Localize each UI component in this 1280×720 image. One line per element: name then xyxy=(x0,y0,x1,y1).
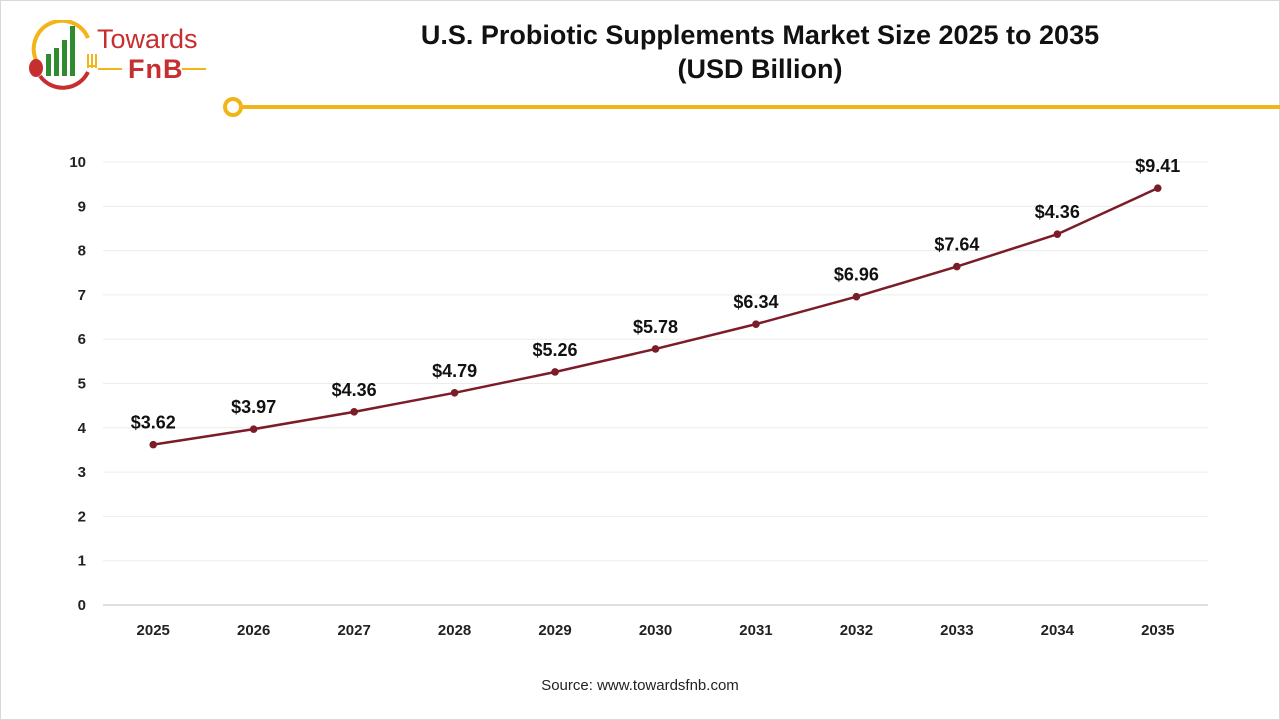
y-tick-label: 7 xyxy=(78,287,86,304)
y-tick-label: 2 xyxy=(78,508,86,525)
accent-circle xyxy=(223,97,243,117)
x-tick-label: 2033 xyxy=(940,622,973,639)
x-tick-label: 2027 xyxy=(337,622,370,639)
data-point xyxy=(752,320,760,328)
data-label: $3.97 xyxy=(231,397,276,417)
data-label: $9.41 xyxy=(1135,156,1180,176)
x-tick-label: 2026 xyxy=(237,622,270,639)
data-label: $4.36 xyxy=(332,380,377,400)
data-point xyxy=(1153,184,1162,192)
chart-subtitle: (USD Billion) xyxy=(677,54,843,84)
data-label: $4.36 xyxy=(1035,202,1080,222)
logo-text-fnb: FnB xyxy=(128,54,184,84)
y-tick-label: 9 xyxy=(78,198,86,215)
logo-divider xyxy=(182,68,206,70)
data-point xyxy=(651,345,660,353)
data-point xyxy=(249,425,258,433)
y-tick-label: 4 xyxy=(78,420,87,437)
data-point xyxy=(149,440,158,449)
data-point xyxy=(1053,230,1062,239)
x-tick-label: 2029 xyxy=(538,622,571,639)
data-label: $7.64 xyxy=(934,235,979,255)
y-tick-label: 5 xyxy=(78,376,86,393)
data-label: $4.79 xyxy=(432,361,477,381)
chart-title-text: U.S. Probiotic Supplements Market Size 2… xyxy=(420,20,1100,50)
x-tick-label: 2028 xyxy=(438,622,471,639)
x-tick-label: 2035 xyxy=(1141,622,1174,639)
data-point xyxy=(350,408,358,416)
data-point xyxy=(852,292,861,301)
x-tick-label: 2031 xyxy=(739,622,772,639)
chart-title: U.S. Probiotic Supplements Market Size 2… xyxy=(300,18,1220,86)
y-tick-label: 3 xyxy=(78,464,86,481)
x-tick-label: 2025 xyxy=(137,622,170,639)
data-label: $6.96 xyxy=(834,265,879,285)
data-label: $3.62 xyxy=(131,413,176,433)
data-label: $5.78 xyxy=(633,317,678,337)
source-note: Source: www.towardsfnb.com xyxy=(541,677,739,694)
x-tick-label: 2034 xyxy=(1041,622,1075,639)
data-label: $5.26 xyxy=(533,340,578,360)
y-tick-label: 8 xyxy=(78,243,86,260)
y-tick-label: 0 xyxy=(78,597,86,614)
x-tick-label: 2032 xyxy=(840,622,873,639)
logo-text-towards: Towards xyxy=(97,24,198,54)
y-tick-label: 1 xyxy=(78,553,86,570)
data-point xyxy=(953,262,961,271)
y-tick-label: 10 xyxy=(69,154,86,171)
data-label: $6.34 xyxy=(733,292,778,312)
towards-fnb-logo: Towards FnB xyxy=(26,18,216,90)
y-tick-label: 6 xyxy=(78,331,86,348)
logo-icon xyxy=(29,18,97,90)
data-point xyxy=(551,368,559,376)
x-tick-label: 2030 xyxy=(639,622,672,639)
logo-divider xyxy=(98,68,122,70)
data-point xyxy=(450,389,459,397)
